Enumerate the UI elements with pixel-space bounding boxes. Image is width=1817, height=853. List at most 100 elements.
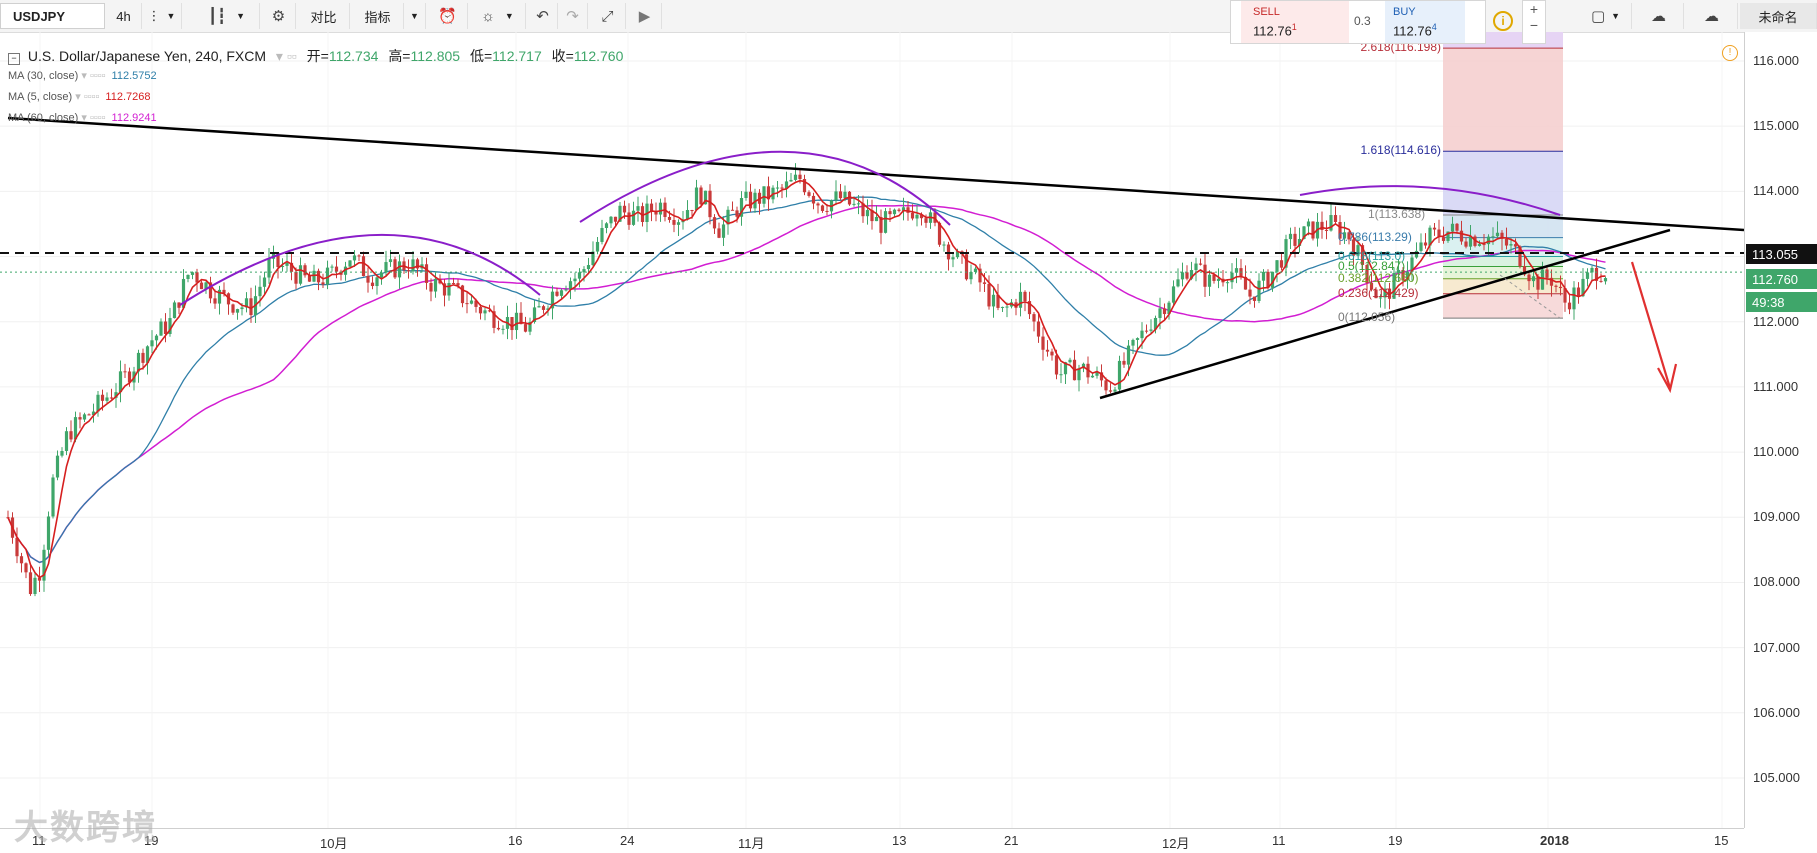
candle-body [523, 324, 528, 332]
candle-body [370, 282, 375, 287]
candle-body [1185, 272, 1189, 279]
candle-body [78, 417, 82, 420]
chevron-down-icon: ▼ [236, 11, 245, 21]
price-axis[interactable]: 116.000115.000114.000113.000112.000111.0… [1744, 32, 1817, 828]
candle-body [172, 302, 177, 319]
candle-body [393, 259, 397, 278]
candle-body [1338, 221, 1342, 239]
minus-icon[interactable]: − [1529, 17, 1539, 33]
candle-body [1464, 241, 1468, 247]
lightbulb-icon: ☼ [481, 7, 495, 25]
ma5-legend[interactable]: MA (5, close) ▾ ▫▫▫▫ 112.7268 [8, 91, 151, 103]
candle-body [1369, 282, 1374, 290]
load-layout-button[interactable]: ☁ [1634, 3, 1684, 29]
alert-button[interactable]: ⏰ [428, 3, 468, 29]
chevron-down-icon: ▼ [410, 11, 419, 21]
candle-body [1234, 268, 1239, 273]
candle-body [316, 270, 321, 283]
idea-button[interactable]: ☼ ▼ [470, 3, 526, 29]
bar-countdown: 49:38 [1746, 292, 1817, 312]
candle-body [1554, 285, 1558, 287]
interval-menu-button[interactable]: ⋮ ▼ [142, 3, 182, 29]
fullscreen-button[interactable]: ⤢ [590, 3, 626, 29]
indicators-menu-button[interactable]: ▼ [404, 3, 426, 29]
candle-body [330, 266, 334, 268]
warning-icon[interactable]: ! [1722, 45, 1738, 61]
ascending-trendline [1099, 228, 1671, 400]
candle-body [1293, 233, 1297, 246]
candle-body [991, 294, 996, 307]
candle-body [352, 255, 357, 261]
high-value: 112.805 [410, 48, 461, 64]
ma30-label: MA (30, close) [8, 70, 79, 82]
time-tick-label: 21 [1004, 833, 1019, 848]
candle-body [789, 179, 793, 182]
candle-body [411, 259, 415, 272]
candle-body [1176, 279, 1180, 287]
candle-body [636, 206, 640, 211]
candle-body [919, 214, 924, 219]
candle-body [366, 276, 370, 283]
square-icon: ▢ [1590, 8, 1606, 25]
buy-button[interactable]: BUY 112.764 [1385, 1, 1465, 43]
descending-trendline [7, 116, 1744, 232]
candle-body [82, 414, 87, 420]
redo-button[interactable]: ↷ [558, 3, 588, 29]
candle-body [447, 283, 451, 296]
candle-body [91, 411, 96, 415]
candle-body [442, 283, 447, 296]
chart-type-button[interactable]: ┃┇ ▼ [194, 3, 260, 29]
candle-body [1095, 372, 1099, 376]
candle-body [33, 577, 37, 595]
interval-button[interactable]: 4h [106, 3, 142, 29]
price-chart[interactable] [0, 32, 1744, 828]
candle-body [613, 216, 618, 222]
candle-body [528, 322, 532, 332]
candle-body [348, 260, 352, 267]
sell-button[interactable]: SELL 112.761 [1241, 1, 1349, 43]
candle-body [1270, 271, 1275, 288]
indicators-button[interactable]: 指标 [352, 3, 404, 29]
candle-body [1063, 362, 1068, 375]
candle-body [834, 191, 838, 201]
layout-name-button[interactable]: 未命名 [1740, 3, 1817, 29]
candle-body [195, 272, 199, 283]
candle-body [1324, 229, 1329, 231]
collapse-icon[interactable]: − [8, 53, 20, 65]
candle-body [1540, 269, 1545, 290]
candle-body [1455, 223, 1459, 231]
settings-button[interactable]: ⚙ [262, 3, 296, 29]
candle-body [1486, 236, 1491, 245]
ma60-legend[interactable]: MA (60, close) ▾ ▫▫▫▫ 112.9241 [8, 112, 157, 124]
undo-button[interactable]: ↶ [528, 3, 558, 29]
candle-body [307, 275, 312, 282]
candle-body [1351, 239, 1356, 256]
plus-icon[interactable]: + [1529, 1, 1539, 17]
candle-body [1504, 238, 1509, 246]
candle-body [937, 222, 942, 245]
cloud-download-icon: ☁ [1651, 8, 1666, 25]
replay-button[interactable]: ▶ [628, 3, 662, 29]
ma30-legend[interactable]: MA (30, close) ▾ ▫▫▫▫ 112.5752 [8, 70, 157, 82]
save-layout-button[interactable]: ☁ [1686, 3, 1738, 29]
info-icon[interactable]: i [1493, 11, 1513, 31]
legend-settings-icon[interactable]: ▾ ▫▫ [275, 48, 297, 64]
candle-body [100, 394, 105, 401]
layout-button[interactable]: ▢ ▼ [1580, 3, 1632, 29]
candle-body [582, 269, 586, 273]
compare-button[interactable]: 对比 [298, 3, 350, 29]
candle-body [1122, 360, 1126, 365]
candle-body [69, 431, 73, 440]
time-tick-label: 11 [1272, 833, 1286, 848]
time-axis[interactable]: 11 19 10月 16 24 11月 13 21 12月 11 19 2018 15 [0, 828, 1744, 853]
symbol-input[interactable]: USDJPY [0, 3, 105, 29]
candle-body [1378, 297, 1383, 299]
candle-body [1396, 269, 1401, 273]
candle-body [258, 286, 262, 297]
time-tick-label: 19 [1388, 833, 1403, 848]
candle-body [217, 289, 222, 304]
candle-body [640, 206, 645, 222]
candle-body [897, 209, 901, 211]
candle-body [870, 210, 874, 222]
spread-value: 0.3 [1354, 14, 1371, 28]
